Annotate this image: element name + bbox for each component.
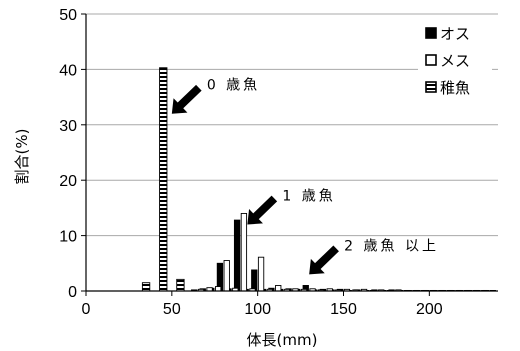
bar-open <box>275 285 282 292</box>
annotation-label: 1 歳魚 <box>282 189 335 205</box>
x-axis-title: 体長(mm) <box>247 331 318 349</box>
legend-label: 稚魚 <box>440 79 470 97</box>
annotation-label: 0 歳魚 <box>207 78 260 94</box>
y-tick-label: 0 <box>68 284 77 301</box>
bar-open <box>214 286 222 292</box>
y-tick-label: 50 <box>59 7 77 24</box>
x-tick-label: 200 <box>416 301 443 318</box>
bar-open <box>223 260 230 292</box>
bar-solid <box>233 219 241 292</box>
legend-swatch <box>425 54 437 66</box>
x-tick-label: 150 <box>330 301 357 318</box>
legend-label: オス <box>440 25 470 43</box>
x-tick-label: 100 <box>244 301 271 318</box>
bar-hatched <box>176 278 185 292</box>
bar-hatched <box>159 67 168 292</box>
bar-open <box>257 256 265 292</box>
x-tick-label: 50 <box>163 301 181 318</box>
y-tick-label: 40 <box>59 62 77 79</box>
annotation-arrow <box>171 84 202 114</box>
legend-label: メス <box>440 52 470 70</box>
y-tick-label: 30 <box>59 118 77 135</box>
y-tick-label: 10 <box>59 229 77 246</box>
x-tick-label: 0 <box>82 301 91 318</box>
tick-labels: 0 10 20 30 40 50 0 50 100 150 200 <box>59 7 443 318</box>
bar-open <box>240 212 248 292</box>
bar-hatched <box>141 282 151 292</box>
annotation-arrow <box>247 195 278 225</box>
y-axis-title: 割合(%) <box>13 129 31 185</box>
bar-solid <box>251 269 258 292</box>
annotations: 0 歳魚 1 歳魚 2 歳魚 以上 <box>171 78 439 275</box>
legend-swatch <box>425 81 437 93</box>
legend-swatch <box>425 27 437 39</box>
annotation-arrow <box>309 245 339 275</box>
axes <box>81 13 498 296</box>
y-tick-label: 20 <box>59 173 77 190</box>
annotation-label: 2 歳魚 以上 <box>344 238 439 254</box>
